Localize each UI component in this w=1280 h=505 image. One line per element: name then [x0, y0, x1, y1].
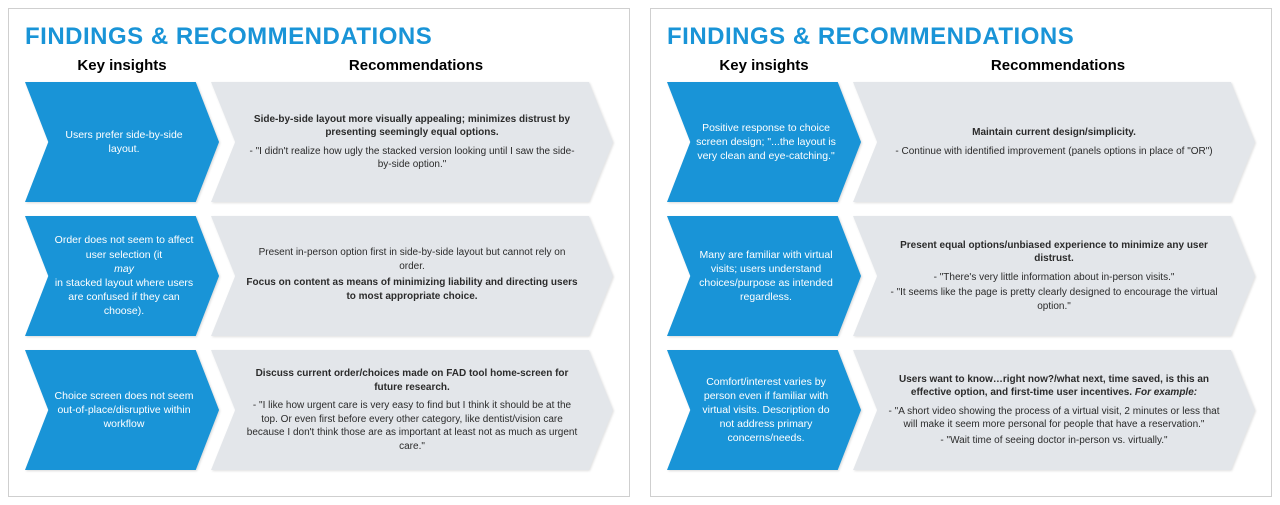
key-insight-text: Many are familiar with virtual visits; u… [667, 216, 861, 336]
header-key-insights: Key insights [25, 57, 219, 74]
key-insight-arrow: Order does not seem to affect user selec… [25, 216, 219, 336]
key-insight-arrow: Many are familiar with virtual visits; u… [667, 216, 861, 336]
recommendation-text: Users want to know…right now?/what next,… [853, 350, 1255, 470]
key-insight-arrow: Choice screen does not seem out-of-place… [25, 350, 219, 470]
recommendation-arrow: Discuss current order/choices made on FA… [211, 350, 613, 470]
key-insight-text: Positive response to choice screen desig… [667, 82, 861, 202]
key-insight-arrow: Positive response to choice screen desig… [667, 82, 861, 202]
row: Order does not seem to affect user selec… [25, 216, 613, 336]
row: Choice screen does not seem out-of-place… [25, 350, 613, 470]
recommendation-text: Discuss current order/choices made on FA… [211, 350, 613, 470]
key-insight-text: Order does not seem to affect user selec… [25, 216, 219, 336]
panel-right: FINDINGS & RECOMMENDATIONS Key insights … [650, 8, 1272, 497]
panel-title: FINDINGS & RECOMMENDATIONS [667, 23, 1255, 51]
recommendation-text: Side-by-side layout more visually appeal… [211, 82, 613, 202]
header-key-insights: Key insights [667, 57, 861, 74]
row: Comfort/interest varies by person even i… [667, 350, 1255, 470]
recommendation-text: Present in-person option first in side-b… [211, 216, 613, 336]
recommendation-arrow: Present in-person option first in side-b… [211, 216, 613, 336]
panel-title: FINDINGS & RECOMMENDATIONS [25, 23, 613, 51]
recommendation-arrow: Present equal options/unbiased experienc… [853, 216, 1255, 336]
key-insight-arrow: Users prefer side-by-side layout. [25, 82, 219, 202]
header-recommendations: Recommendations [219, 57, 613, 74]
key-insight-text: Comfort/interest varies by person even i… [667, 350, 861, 470]
key-insight-arrow: Comfort/interest varies by person even i… [667, 350, 861, 470]
key-insight-text: Users prefer side-by-side layout. [25, 82, 219, 202]
recommendation-arrow: Users want to know…right now?/what next,… [853, 350, 1255, 470]
key-insight-text: Choice screen does not seem out-of-place… [25, 350, 219, 470]
rows-left: Users prefer side-by-side layout. Side-b… [25, 82, 613, 482]
row: Positive response to choice screen desig… [667, 82, 1255, 202]
rows-right: Positive response to choice screen desig… [667, 82, 1255, 482]
header-recommendations: Recommendations [861, 57, 1255, 74]
column-headers: Key insights Recommendations [667, 57, 1255, 74]
recommendation-text: Maintain current design/simplicity. - Co… [853, 82, 1255, 202]
recommendation-text: Present equal options/unbiased experienc… [853, 216, 1255, 336]
recommendation-arrow: Maintain current design/simplicity. - Co… [853, 82, 1255, 202]
column-headers: Key insights Recommendations [25, 57, 613, 74]
row: Many are familiar with virtual visits; u… [667, 216, 1255, 336]
recommendation-arrow: Side-by-side layout more visually appeal… [211, 82, 613, 202]
row: Users prefer side-by-side layout. Side-b… [25, 82, 613, 202]
panel-left: FINDINGS & RECOMMENDATIONS Key insights … [8, 8, 630, 497]
